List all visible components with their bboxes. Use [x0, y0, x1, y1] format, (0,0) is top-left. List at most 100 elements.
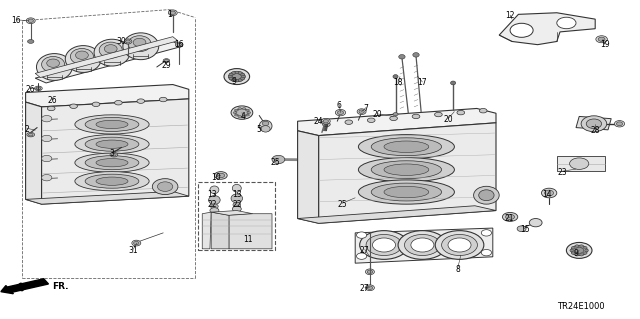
Ellipse shape — [96, 177, 128, 185]
Polygon shape — [557, 156, 605, 171]
Ellipse shape — [571, 245, 588, 256]
Ellipse shape — [228, 75, 232, 78]
Text: 22: 22 — [208, 200, 217, 209]
Ellipse shape — [358, 135, 454, 159]
Ellipse shape — [210, 208, 219, 213]
Text: 13: 13 — [207, 190, 218, 199]
Ellipse shape — [124, 39, 132, 44]
Ellipse shape — [96, 120, 128, 129]
Ellipse shape — [398, 231, 447, 259]
Text: 26: 26 — [25, 85, 35, 94]
Ellipse shape — [481, 230, 492, 236]
Ellipse shape — [335, 109, 346, 116]
Ellipse shape — [27, 132, 35, 137]
Polygon shape — [576, 116, 611, 130]
Text: FR.: FR. — [52, 282, 69, 291]
Ellipse shape — [337, 111, 344, 115]
Text: 20: 20 — [372, 110, 383, 119]
Text: 7: 7 — [364, 104, 369, 113]
Ellipse shape — [70, 48, 93, 64]
Ellipse shape — [175, 42, 183, 47]
Ellipse shape — [242, 116, 246, 118]
Text: 17: 17 — [417, 78, 428, 87]
Text: 26: 26 — [47, 96, 58, 105]
Ellipse shape — [96, 140, 128, 148]
Ellipse shape — [236, 108, 248, 117]
Ellipse shape — [159, 97, 167, 102]
Text: 25: 25 — [270, 158, 280, 167]
Ellipse shape — [371, 161, 442, 179]
Ellipse shape — [232, 79, 236, 81]
Ellipse shape — [47, 59, 60, 67]
Ellipse shape — [42, 56, 65, 72]
Polygon shape — [26, 85, 189, 107]
Ellipse shape — [570, 158, 589, 169]
Ellipse shape — [570, 249, 573, 252]
Ellipse shape — [393, 113, 398, 116]
Ellipse shape — [115, 100, 122, 105]
Ellipse shape — [474, 186, 499, 204]
Ellipse shape — [272, 155, 285, 164]
Text: 27: 27 — [360, 246, 370, 255]
Ellipse shape — [585, 249, 589, 252]
Ellipse shape — [435, 112, 442, 117]
Ellipse shape — [217, 173, 225, 178]
Polygon shape — [499, 13, 595, 45]
Text: 29: 29 — [161, 61, 172, 70]
Ellipse shape — [238, 79, 242, 81]
Ellipse shape — [261, 126, 270, 132]
Ellipse shape — [28, 133, 33, 136]
Ellipse shape — [502, 212, 518, 221]
Ellipse shape — [238, 72, 242, 74]
Ellipse shape — [367, 118, 375, 122]
Ellipse shape — [545, 190, 554, 196]
Ellipse shape — [123, 33, 159, 60]
Ellipse shape — [238, 116, 242, 118]
Ellipse shape — [85, 156, 139, 170]
Ellipse shape — [242, 75, 246, 78]
Ellipse shape — [211, 204, 218, 209]
Ellipse shape — [384, 141, 429, 152]
Ellipse shape — [323, 120, 328, 123]
Polygon shape — [298, 131, 319, 223]
Ellipse shape — [259, 120, 272, 132]
Ellipse shape — [412, 114, 420, 119]
Ellipse shape — [170, 11, 175, 14]
Ellipse shape — [367, 286, 372, 289]
Ellipse shape — [366, 234, 402, 256]
Ellipse shape — [345, 120, 353, 124]
Ellipse shape — [393, 75, 398, 78]
Ellipse shape — [133, 38, 146, 47]
Ellipse shape — [411, 238, 434, 252]
Ellipse shape — [229, 73, 233, 76]
Ellipse shape — [75, 115, 149, 134]
Text: 12: 12 — [506, 11, 515, 20]
Text: 21: 21 — [504, 214, 513, 223]
Ellipse shape — [235, 71, 239, 74]
Ellipse shape — [246, 109, 250, 111]
Text: 4: 4 — [241, 112, 246, 121]
Ellipse shape — [232, 72, 236, 74]
Ellipse shape — [238, 108, 242, 109]
Ellipse shape — [229, 77, 233, 80]
Ellipse shape — [581, 116, 607, 132]
Ellipse shape — [357, 109, 366, 115]
Ellipse shape — [360, 231, 408, 259]
Polygon shape — [355, 228, 493, 263]
Ellipse shape — [580, 245, 584, 247]
Text: 5: 5 — [257, 125, 262, 134]
Ellipse shape — [557, 17, 576, 29]
Ellipse shape — [157, 182, 173, 191]
Ellipse shape — [35, 86, 42, 91]
Ellipse shape — [575, 248, 584, 253]
Polygon shape — [26, 102, 42, 204]
Ellipse shape — [210, 186, 219, 194]
Ellipse shape — [233, 202, 241, 207]
Ellipse shape — [510, 23, 533, 37]
Ellipse shape — [451, 81, 456, 85]
Ellipse shape — [177, 43, 182, 46]
Ellipse shape — [235, 79, 239, 82]
Ellipse shape — [26, 18, 35, 24]
Ellipse shape — [111, 153, 116, 156]
Ellipse shape — [232, 184, 241, 192]
